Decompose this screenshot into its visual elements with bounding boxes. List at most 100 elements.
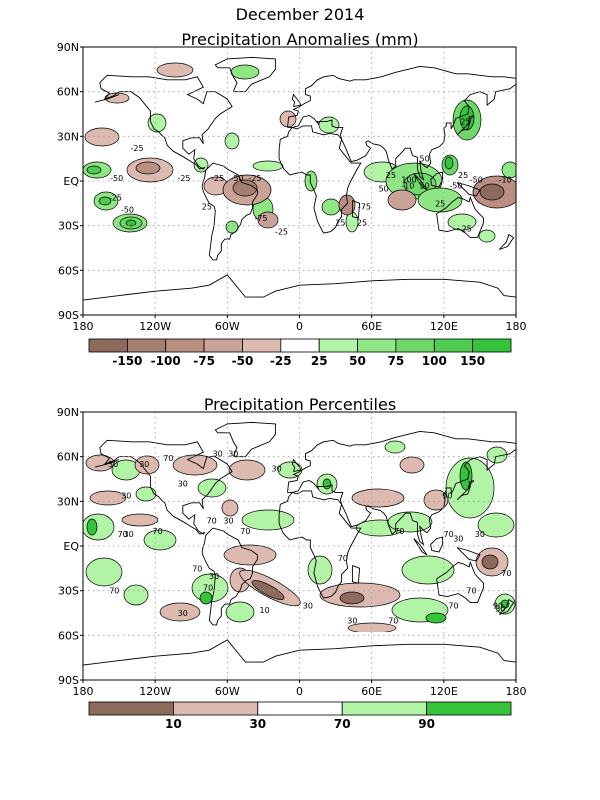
lat-tick-label: EQ (63, 175, 79, 188)
coastline (99, 439, 233, 535)
contour-label: 100 (401, 176, 416, 185)
lon-tick-label: 0 (296, 685, 303, 698)
lat-tick-label: 60S (58, 629, 79, 642)
contour-label: 50 (420, 155, 430, 164)
colorbar-swatch (426, 701, 512, 716)
colorbar-label: -150 (112, 354, 142, 368)
contour-label: 30 (453, 535, 463, 544)
contour-label: 70 (501, 569, 511, 578)
contour-label: 70 (388, 616, 398, 625)
contour-label: -25 (177, 174, 190, 183)
coastline (278, 490, 362, 599)
contour-label: 30 (228, 450, 238, 459)
coastline (430, 171, 444, 188)
coastline (456, 115, 475, 136)
contour-label: 70 (163, 454, 173, 463)
contour-label: 30 (121, 491, 131, 500)
contour-label: 30 (178, 480, 188, 489)
anomaly-colorbar: -150 -100 -75 -50 -25 25 50 75 100 150 (88, 338, 512, 368)
colorbar-label: 150 (460, 354, 485, 368)
colorbar-swatch (318, 338, 359, 353)
contour-label: 70 (153, 527, 163, 536)
contour-label: -25 (248, 174, 261, 183)
contour-label: 30 (223, 517, 233, 526)
lat-tick-label: 90N (57, 406, 79, 419)
page-title: December 2014 (236, 5, 365, 24)
coastline (351, 199, 361, 219)
colorbar-swatch (172, 701, 259, 716)
contour-label: 70 (338, 554, 348, 563)
coastline (456, 182, 481, 197)
contour-label: -25 (275, 228, 288, 237)
lat-tick-label: 60S (58, 264, 79, 277)
contour-label: 25 (435, 199, 445, 208)
anomaly-lon-labels: 180 120W 60W 0 60E 120E 180 (73, 315, 527, 333)
anomaly-lat-labels: 90N 60N 30N EQ 30S 60S 90S (57, 41, 83, 322)
contour-label: -50 (470, 176, 483, 185)
contour-label: 70 (444, 530, 454, 539)
lon-tick-label: 180 (73, 685, 94, 698)
contour-label: 70 (466, 587, 476, 596)
colorbar-swatch (395, 338, 435, 353)
contour-label: -25 (211, 174, 224, 183)
coastline (99, 74, 233, 170)
colorbar-swatch (242, 338, 282, 353)
anomaly-map-gridlines (83, 47, 516, 315)
colorbar-label: -50 (232, 354, 254, 368)
contour-label: 25 (202, 202, 212, 211)
colorbar-label: 50 (349, 354, 366, 368)
contour-label: 70 (394, 527, 404, 536)
coastline (413, 173, 428, 191)
colorbar-swatch (127, 338, 167, 353)
percentile-map-title: Precipitation Percentiles (204, 395, 396, 414)
contour-label: 30 (139, 460, 149, 469)
lon-tick-label: 60W (215, 685, 240, 698)
contour-label: -50 (110, 174, 123, 183)
colorbar-label: 25 (311, 354, 328, 368)
percentile-map-gridlines (83, 412, 516, 680)
coastline (498, 233, 515, 250)
coastline (287, 430, 516, 546)
contour-label: -10 (401, 182, 414, 191)
lat-tick-label: 30N (57, 130, 79, 143)
colorbar-label: -25 (270, 354, 292, 368)
colorbar-label: 90 (418, 717, 435, 731)
lat-tick-label: 90S (58, 309, 79, 322)
contour-label: 30 (209, 572, 219, 581)
coastline (456, 547, 481, 562)
coastline (291, 93, 302, 108)
coastline (201, 527, 258, 626)
lon-tick-label: 60W (215, 320, 240, 333)
contour-label: 90 (442, 491, 452, 500)
colorbar-swatch (280, 338, 320, 353)
colorbar-swatch (357, 338, 397, 353)
contour-label: -25 (131, 144, 144, 153)
colorbar-label: 100 (422, 354, 447, 368)
contour-label: 70 (118, 530, 128, 539)
coastline (287, 65, 516, 181)
colorbar-label: 30 (249, 717, 266, 731)
lat-tick-label: 30S (58, 585, 79, 598)
percentile-dry-areas (85, 454, 509, 634)
colorbar-label: 10 (165, 717, 182, 731)
lon-tick-label: 120E (430, 685, 458, 698)
colorbar-swatch (88, 701, 174, 716)
percentile-map-coastlines (83, 421, 516, 666)
lon-tick-label: 0 (296, 320, 303, 333)
lat-tick-label: 60N (57, 451, 79, 464)
lon-tick-label: 120W (139, 685, 171, 698)
anomaly-map-fields (83, 62, 516, 243)
contour-label: 30 (495, 605, 505, 614)
contour-label: -10 (499, 176, 512, 185)
contour-label: 70 (192, 564, 202, 573)
colorbar-swatch (341, 701, 428, 716)
lat-tick-label: 30N (57, 495, 79, 508)
coastline (214, 56, 276, 93)
coastline (278, 125, 362, 234)
contour-label: 30 (124, 530, 134, 539)
coastline (430, 536, 444, 553)
lon-tick-label: 180 (506, 685, 527, 698)
lon-tick-label: 120W (139, 320, 171, 333)
